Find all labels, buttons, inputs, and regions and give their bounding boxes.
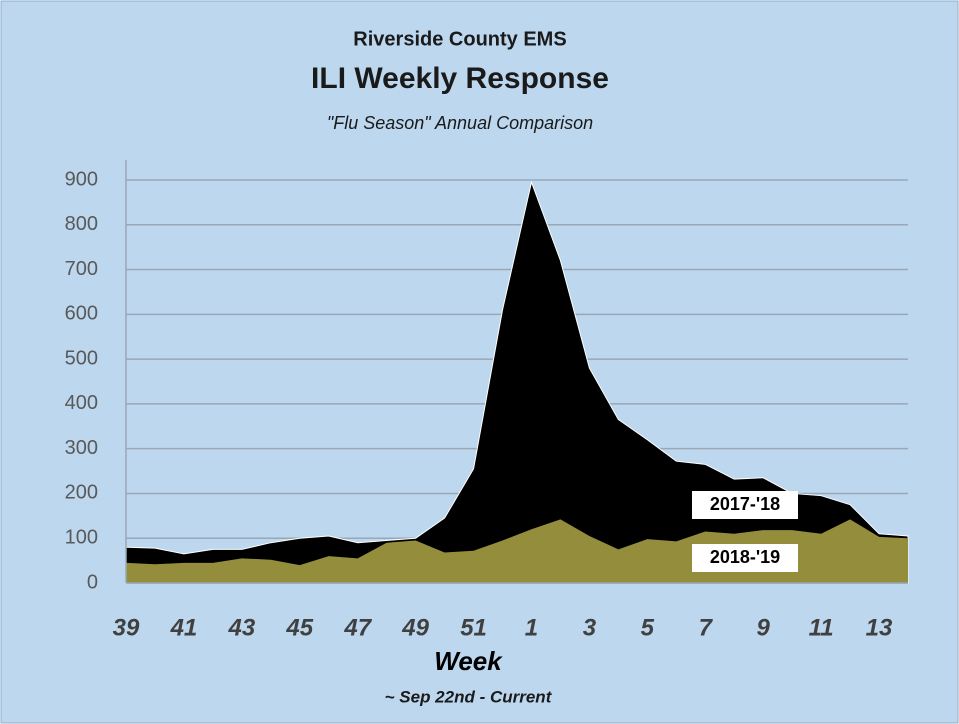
- x-tick-label: 7: [699, 614, 714, 641]
- x-tick-label: 45: [285, 614, 313, 641]
- x-tick-label: 1: [525, 614, 538, 641]
- x-axis-label: Week: [434, 646, 503, 676]
- x-tick-label: 9: [757, 614, 771, 641]
- y-tick-label: 200: [65, 482, 98, 504]
- legend-box: [692, 491, 798, 519]
- x-tick-label: 51: [460, 614, 487, 641]
- y-tick-label: 600: [65, 303, 98, 325]
- legend-box: [692, 544, 798, 572]
- y-tick-label: 300: [65, 437, 98, 459]
- x-tick-label: 3: [583, 614, 597, 641]
- x-tick-label: 5: [641, 614, 655, 641]
- footnote: ~ Sep 22nd - Current: [385, 687, 553, 706]
- y-tick-label: 400: [65, 392, 98, 414]
- x-tick-label: 13: [866, 614, 893, 641]
- x-tick-label: 47: [343, 614, 372, 641]
- annotation: "Flu Season" Annual Comparison: [327, 113, 593, 133]
- y-tick-label: 900: [65, 168, 98, 190]
- y-tick-label: 500: [65, 347, 98, 369]
- chart-title: Riverside County EMS: [353, 28, 566, 50]
- area: [125, 180, 909, 584]
- chart-subtitle: ILI Weekly Response: [311, 62, 609, 95]
- x-tick-label: 49: [401, 614, 429, 641]
- x-tick-label: 39: [113, 614, 140, 641]
- x-tick-label: 11: [809, 614, 834, 641]
- legend-label: 2018-'19: [710, 547, 780, 567]
- y-tick-label: 800: [65, 213, 98, 235]
- x-tick-label: 43: [228, 614, 256, 641]
- x-tick-label: 41: [170, 614, 198, 641]
- y-tick-label: 0: [87, 571, 98, 593]
- legend-label: 2017-'18: [710, 494, 780, 514]
- y-tick-label: 700: [65, 258, 98, 280]
- y-tick-label: 100: [65, 527, 98, 549]
